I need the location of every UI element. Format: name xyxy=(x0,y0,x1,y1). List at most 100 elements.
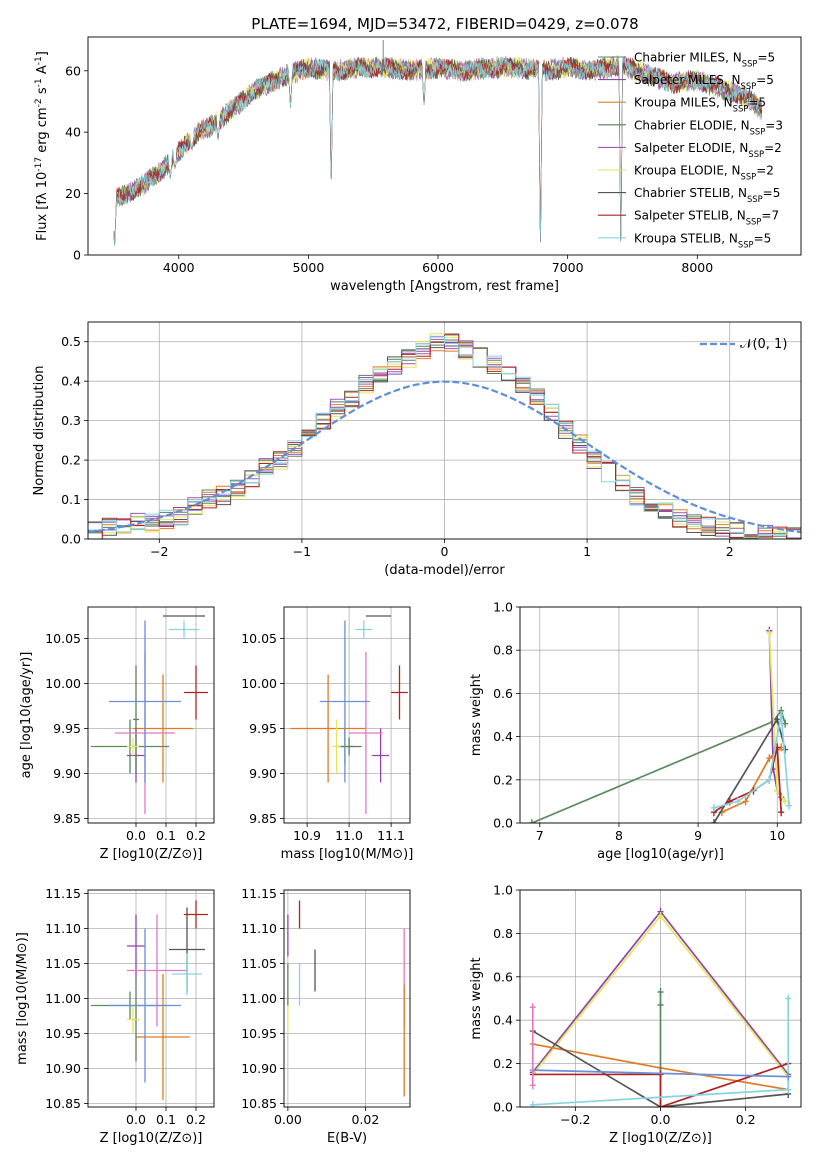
text-run: age [log10(age/yr)] xyxy=(19,652,34,779)
text-run: =2 xyxy=(764,141,782,155)
x-tick-label: 5000 xyxy=(292,260,324,275)
x-axis-label: Z [log10(Z/Z⊙)] xyxy=(100,847,203,862)
y-tick-label: 10.85 xyxy=(241,1096,277,1111)
axes-frame xyxy=(87,36,802,256)
y-tick-label: 11.15 xyxy=(45,886,81,901)
text-run: Salpeter STELIB, N xyxy=(634,209,746,223)
axes-weight_vs_age: 7 8 9 10 0.0 0.2 0.4 0.6 0.8 1.0 age [log10(age/yr… xyxy=(469,600,802,862)
y-tick-label: 9.95 xyxy=(53,721,81,736)
y-tick-label: 11.05 xyxy=(241,956,277,971)
axes-frame xyxy=(87,606,215,824)
spectrum-line xyxy=(113,56,763,246)
text-run: mass weight xyxy=(469,957,484,1039)
y-tick-label: 60 xyxy=(65,63,81,78)
y-tick-label: 0.8 xyxy=(493,643,513,658)
normal-reference-curve xyxy=(88,380,801,534)
x-tick-label: −1 xyxy=(293,544,311,559)
plot-area xyxy=(91,900,208,1100)
text-run: λ 10 xyxy=(35,172,50,200)
text-run: Flux [f xyxy=(35,200,50,241)
x-tick-label: 7 xyxy=(536,828,544,843)
x-tick-label: 7000 xyxy=(552,260,584,275)
x-tick-label: 0 xyxy=(441,544,449,559)
weight-marker xyxy=(657,1001,664,1010)
text-run: Z [log10(Z/Z⊙)] xyxy=(609,1131,712,1146)
y-axis-label: mass weight xyxy=(469,674,484,756)
x-tick-label: 10.9 xyxy=(293,828,321,843)
text-run: Chabrier ELODIE, N xyxy=(634,118,750,132)
weight-marker xyxy=(766,754,773,763)
x-axis-label: (data-model)/error xyxy=(384,563,505,578)
text-run: Chabrier MILES, N xyxy=(634,51,742,65)
legend-label: Chabrier ELODIE, NSSP=3 xyxy=(634,118,783,136)
x-tick-label: 0.1 xyxy=(156,828,176,843)
x-axis-label: Z [log10(Z/Z⊙)] xyxy=(100,1131,203,1146)
y-tick-label: 0.6 xyxy=(493,686,513,701)
x-tick-label: 1 xyxy=(583,544,591,559)
text-run: -2 xyxy=(34,98,44,107)
text-run: erg cm xyxy=(35,107,50,156)
x-tick-label: 0.0 xyxy=(126,828,146,843)
errorbar-point xyxy=(184,665,208,720)
weight-marker xyxy=(657,1103,664,1107)
errorbar-point xyxy=(109,928,181,1083)
axes-frame xyxy=(87,321,802,540)
y-tick-label: 0.2 xyxy=(493,772,513,787)
x-axis-label: E(B-V) xyxy=(327,1131,367,1146)
weight-marker xyxy=(782,797,789,806)
x-tick-label: 9 xyxy=(694,828,702,843)
axes-residuals: −2 −1 0 1 2 0.0 0.1 0.2 0.3 0.4 0.5 (data-model)/er… xyxy=(32,321,802,578)
x-tick-label: 0.2 xyxy=(186,1112,206,1127)
text-run: mass weight xyxy=(469,674,484,756)
x-axis-label: age [log10(age/yr)] xyxy=(597,847,724,862)
text-run: Z [log10(Z/Z⊙)] xyxy=(100,847,203,862)
text-run: SSP xyxy=(741,81,757,91)
plot-area xyxy=(528,626,793,823)
text-run: Kroupa ELODIE, N xyxy=(634,164,741,178)
x-tick-label: 0.00 xyxy=(274,1112,302,1127)
errorbar-point xyxy=(184,900,208,929)
errorbar-point xyxy=(332,719,341,774)
weight-marker xyxy=(529,1081,536,1090)
text-run: SSP xyxy=(738,239,754,249)
weight-series-line xyxy=(531,708,786,823)
legend-label: Salpeter STELIB, NSSP=7 xyxy=(634,209,779,227)
y-tick-label: 10.90 xyxy=(45,1061,81,1076)
weight-marker xyxy=(657,1070,664,1079)
y-tick-label: 9.90 xyxy=(53,766,81,781)
x-tick-label: 0.0 xyxy=(126,1112,146,1127)
legend-label: Salpeter MILES, NSSP=5 xyxy=(634,73,774,91)
text-run: Salpeter MILES, N xyxy=(634,73,741,87)
plot-area xyxy=(113,40,763,246)
x-tick-label: 4000 xyxy=(163,260,195,275)
weight-marker xyxy=(778,808,785,817)
weight-series-line xyxy=(532,1062,789,1107)
y-tick-label: 0.6 xyxy=(493,969,513,984)
weight-marker xyxy=(774,715,781,724)
text-run: (data-model)/error xyxy=(384,563,505,578)
y-tick-label: 10.05 xyxy=(241,631,277,646)
errorbar-point xyxy=(127,914,145,978)
weight-marker xyxy=(785,1072,792,1081)
y-tick-label: 10.95 xyxy=(241,1026,277,1041)
x-tick-label: 0.0 xyxy=(651,1112,671,1127)
errorbar-point xyxy=(355,620,373,639)
errorbar-point xyxy=(391,665,408,720)
y-tick-label: 10.95 xyxy=(45,1026,81,1041)
x-tick-label: 0.1 xyxy=(156,1112,176,1127)
y-tick-label: 0.2 xyxy=(493,1056,513,1071)
text-run: =5 xyxy=(757,51,775,65)
y-tick-label: 11.10 xyxy=(45,921,81,936)
y-tick-label: 1.0 xyxy=(493,883,513,898)
axes-age_vs_Z: 0.0 0.1 0.2 9.85 9.90 9.95 10.00 10.05 Z [log10(… xyxy=(19,606,215,862)
weight-marker xyxy=(529,1100,536,1107)
legend-label: Salpeter ELODIE, NSSP=2 xyxy=(634,141,782,159)
y-tick-label: 0.0 xyxy=(493,816,513,831)
text-run: s xyxy=(35,87,50,98)
y-tick-label: 0.1 xyxy=(61,492,81,507)
axes-frame xyxy=(283,606,411,824)
x-tick-label: 10 xyxy=(769,828,785,843)
y-tick-label: 11.00 xyxy=(241,991,277,1006)
text-run: SSP xyxy=(741,172,757,182)
text-run: SSP xyxy=(750,126,766,136)
